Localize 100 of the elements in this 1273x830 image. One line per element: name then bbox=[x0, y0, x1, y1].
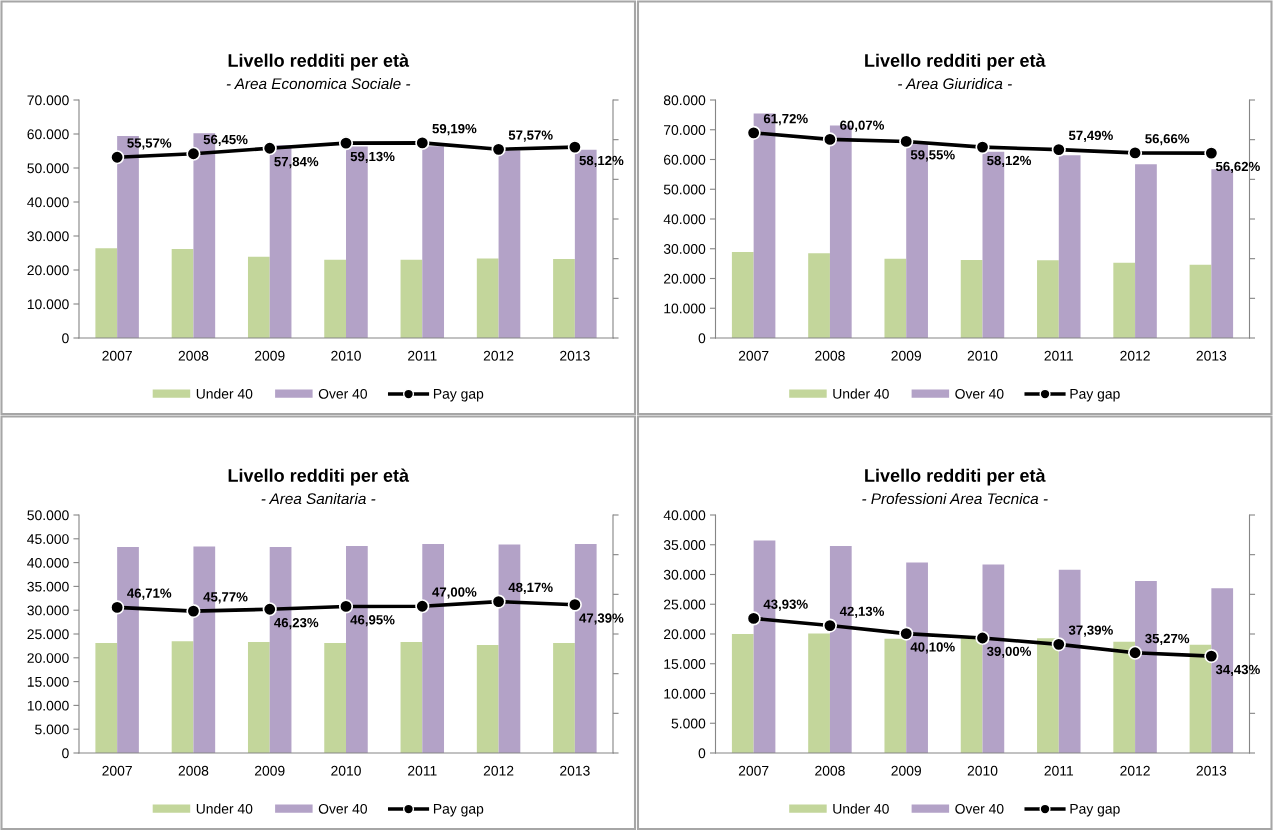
data-label: 47,39% bbox=[579, 613, 624, 625]
data-label: 55,57% bbox=[127, 138, 172, 150]
data-label: 61,72% bbox=[763, 113, 808, 126]
x-tick-label: 2011 bbox=[1044, 350, 1074, 361]
point bbox=[338, 599, 354, 614]
y-tick-label: 70.000 bbox=[27, 95, 69, 106]
bar bbox=[1113, 262, 1136, 338]
bar bbox=[1135, 164, 1157, 338]
bar bbox=[553, 643, 575, 753]
bar bbox=[1058, 155, 1081, 338]
y-tick-label: 40.000 bbox=[663, 510, 706, 521]
chart-subtitle: - Professioni Area Tecnica - bbox=[862, 492, 1048, 505]
y-tick-label: 0 bbox=[698, 748, 706, 759]
point bbox=[567, 140, 582, 155]
y-tick-label: 60.000 bbox=[27, 129, 69, 140]
data-label: 59,55% bbox=[910, 150, 955, 162]
point bbox=[110, 150, 125, 165]
point bbox=[491, 594, 506, 609]
bar bbox=[1189, 264, 1212, 338]
legend-label: Pay gap bbox=[433, 804, 484, 817]
bar bbox=[324, 259, 346, 338]
data-label: 59,13% bbox=[350, 151, 395, 164]
point bbox=[1204, 649, 1219, 664]
chart-title: Livello redditi per età bbox=[228, 468, 410, 486]
point bbox=[186, 604, 201, 619]
data-label: 56,66% bbox=[1145, 134, 1190, 146]
y-tick-label: 10.000 bbox=[27, 700, 69, 711]
data-label: 46,71% bbox=[127, 588, 172, 600]
legend-label: Over 40 bbox=[318, 803, 368, 814]
y-tick-label: 0 bbox=[698, 333, 706, 344]
data-label: 39,00% bbox=[986, 646, 1032, 658]
y-tick-label: 50.000 bbox=[27, 510, 69, 521]
point bbox=[415, 135, 430, 150]
x-tick-label: 2009 bbox=[254, 350, 285, 361]
y-tick-label: 5.000 bbox=[35, 724, 69, 735]
data-label: 60,07% bbox=[840, 120, 885, 132]
data-label: 56,45% bbox=[203, 134, 248, 147]
bar bbox=[400, 259, 423, 338]
legend-label: Under 40 bbox=[196, 803, 253, 814]
y-tick-label: 45.000 bbox=[27, 534, 69, 544]
x-tick-label: 2012 bbox=[483, 765, 514, 776]
y-tick-label: 40.000 bbox=[27, 197, 69, 208]
data-label: 47,00% bbox=[432, 587, 477, 599]
point bbox=[899, 134, 914, 149]
y-tick-label: 60.000 bbox=[664, 154, 706, 165]
y-tick-label: 15.000 bbox=[664, 659, 706, 669]
bar bbox=[247, 642, 270, 753]
x-tick-label: 2008 bbox=[178, 765, 209, 776]
data-label: 46,23% bbox=[274, 617, 319, 630]
legend-label: Pay gap bbox=[433, 389, 484, 402]
point bbox=[975, 140, 990, 155]
point bbox=[975, 630, 990, 646]
point bbox=[746, 611, 761, 626]
x-tick-label: 2013 bbox=[1196, 350, 1227, 361]
y-tick-label: 20.000 bbox=[664, 629, 706, 640]
y-tick-label: 15.000 bbox=[27, 676, 69, 687]
x-tick-label: 2011 bbox=[408, 350, 437, 361]
point bbox=[746, 125, 761, 140]
x-tick-label: 2009 bbox=[891, 350, 922, 361]
y-tick-label: 20.000 bbox=[664, 273, 706, 284]
y-tick-label: 50.000 bbox=[27, 163, 69, 174]
x-tick-label: 2008 bbox=[815, 350, 845, 361]
bar bbox=[400, 642, 423, 753]
x-tick-label: 2010 bbox=[331, 350, 361, 361]
bar bbox=[476, 258, 499, 338]
point bbox=[1127, 645, 1143, 660]
data-label: 58,12% bbox=[987, 155, 1032, 168]
point bbox=[1051, 142, 1066, 157]
data-label: 42,13% bbox=[839, 606, 885, 618]
y-tick-label: 50.000 bbox=[663, 184, 706, 195]
x-tick-label: 2011 bbox=[408, 765, 437, 776]
point bbox=[110, 600, 125, 615]
x-tick-label: 2009 bbox=[254, 765, 285, 776]
legend-label: Under 40 bbox=[196, 388, 253, 399]
x-tick-label: 2007 bbox=[102, 350, 132, 361]
data-label: 48,17% bbox=[508, 582, 553, 594]
y-tick-label: 25.000 bbox=[664, 599, 706, 610]
point bbox=[338, 136, 354, 151]
data-label: 56,62% bbox=[1215, 161, 1260, 174]
bar bbox=[1189, 644, 1212, 753]
y-tick-label: 20.000 bbox=[27, 653, 69, 663]
bar bbox=[247, 256, 270, 338]
legend-label: Over 40 bbox=[955, 388, 1004, 399]
data-label: 57,57% bbox=[508, 130, 553, 142]
legend-label: Under 40 bbox=[833, 388, 889, 399]
y-tick-label: 5.000 bbox=[671, 718, 706, 729]
data-label: 40,10% bbox=[910, 642, 955, 654]
bar bbox=[1113, 641, 1136, 753]
point bbox=[899, 626, 914, 641]
x-tick-label: 2013 bbox=[1196, 765, 1227, 776]
legend-label: Over 40 bbox=[318, 388, 368, 399]
bar bbox=[95, 248, 118, 338]
x-tick-label: 2009 bbox=[891, 765, 922, 776]
data-label: 57,84% bbox=[274, 156, 319, 169]
y-tick-label: 35.000 bbox=[663, 540, 706, 550]
bar bbox=[1037, 638, 1059, 753]
y-tick-label: 80.000 bbox=[663, 95, 706, 106]
bar bbox=[808, 253, 830, 338]
y-tick-label: 40.000 bbox=[27, 557, 69, 568]
x-tick-label: 2007 bbox=[102, 765, 132, 776]
